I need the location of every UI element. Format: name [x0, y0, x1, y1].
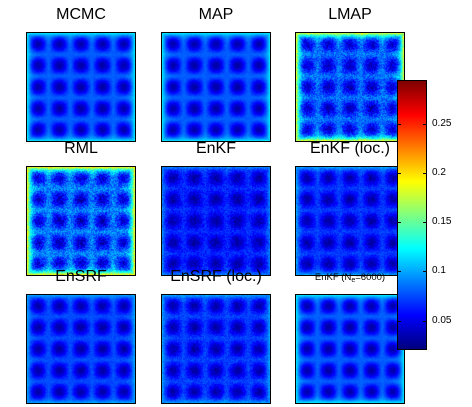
panel-enkf-loc: EnKF (loc.)	[295, 134, 405, 279]
panel-title: EnSRF	[55, 268, 107, 285]
panel-title-main: EnKF (N	[314, 272, 352, 283]
colorbar-tick-label: 0.25	[432, 118, 452, 130]
field-map	[295, 32, 405, 142]
field-map	[295, 294, 405, 404]
colorbar-tick-label: 0.15	[432, 216, 452, 228]
panel-title: RML	[64, 140, 98, 157]
panel-title: MAP	[198, 6, 234, 23]
field-map	[26, 294, 136, 404]
panel-ensrf-loc: EnSRF (loc.)	[161, 262, 271, 407]
field-map	[161, 166, 271, 276]
panel-lmap: LMAP	[295, 0, 405, 145]
panel-title: EnKF (Ne=6000)	[295, 272, 405, 284]
panel-mcmc: MCMC	[26, 0, 136, 145]
colorbar-tick-label: 0.2	[432, 167, 446, 179]
colorbar-tick-label: 0.1	[432, 265, 446, 277]
panel-title-suffix: =6000)	[355, 272, 386, 283]
field-map	[26, 166, 136, 276]
panel-ensrf: EnSRF	[26, 262, 136, 407]
field-map	[295, 166, 405, 276]
panel-title: EnKF	[195, 140, 236, 157]
panel-title: MCMC	[56, 6, 106, 23]
panel-title: EnKF (loc.)	[309, 140, 390, 157]
colorbar-tick-label: 0.05	[432, 314, 452, 326]
panel-title: EnSRF (loc.)	[170, 268, 262, 285]
field-map	[161, 294, 271, 404]
panel-title-subscript: e	[351, 277, 356, 284]
panel-rml: RML	[26, 134, 136, 279]
colorbar-gradient	[397, 80, 427, 350]
panel-map: MAP	[161, 0, 271, 145]
panel-enkf-ne6000: EnKF (Ne=6000)	[295, 262, 405, 407]
field-map	[161, 32, 271, 142]
panel-enkf: EnKF	[161, 134, 271, 279]
panel-title: LMAP	[328, 6, 372, 23]
field-map	[26, 32, 136, 142]
colorbar: 0.05 0.1 0.15 0.2 0.25	[397, 80, 457, 352]
